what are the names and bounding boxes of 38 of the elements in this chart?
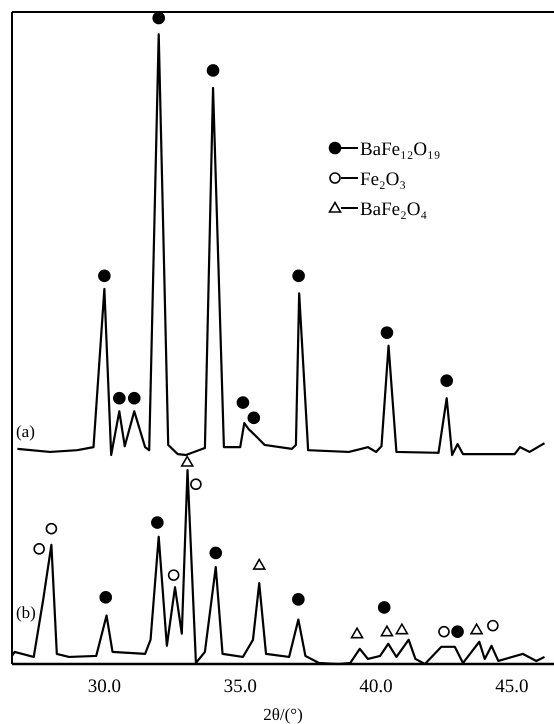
point bbox=[438, 626, 450, 638]
x-tick-label: 45.0 bbox=[495, 676, 529, 697]
point bbox=[33, 543, 45, 555]
point bbox=[451, 625, 464, 638]
point bbox=[292, 593, 305, 606]
point bbox=[247, 412, 260, 424]
point bbox=[378, 601, 390, 614]
point bbox=[113, 392, 126, 404]
point bbox=[252, 558, 266, 570]
point bbox=[152, 12, 166, 24]
point bbox=[380, 326, 394, 339]
point bbox=[350, 627, 364, 638]
point bbox=[380, 625, 394, 636]
point bbox=[396, 623, 408, 634]
point bbox=[190, 478, 202, 490]
point bbox=[99, 591, 112, 604]
point bbox=[180, 456, 194, 467]
point bbox=[168, 569, 180, 581]
point bbox=[292, 270, 305, 282]
x-tick-label: 35.0 bbox=[224, 676, 257, 697]
point bbox=[236, 396, 250, 409]
point bbox=[487, 620, 499, 632]
legend-label: BaFe₂O₄ bbox=[360, 199, 428, 220]
point bbox=[151, 516, 164, 529]
legend-label: Fe₂O₃ bbox=[360, 169, 406, 190]
point bbox=[470, 623, 483, 634]
point bbox=[209, 546, 222, 560]
point bbox=[440, 374, 453, 388]
point bbox=[206, 64, 220, 77]
x-tick-label: 30.0 bbox=[88, 676, 121, 697]
annotation: (b) bbox=[16, 603, 36, 622]
point bbox=[46, 522, 58, 534]
x-axis-title: 2θ/(°) bbox=[263, 705, 303, 724]
annotation: (a) bbox=[16, 422, 35, 441]
x-tick-label: 40.0 bbox=[359, 676, 393, 697]
point bbox=[98, 270, 111, 282]
legend-label: BaFe₁₂O₁₉ bbox=[360, 139, 440, 160]
point bbox=[128, 392, 141, 404]
